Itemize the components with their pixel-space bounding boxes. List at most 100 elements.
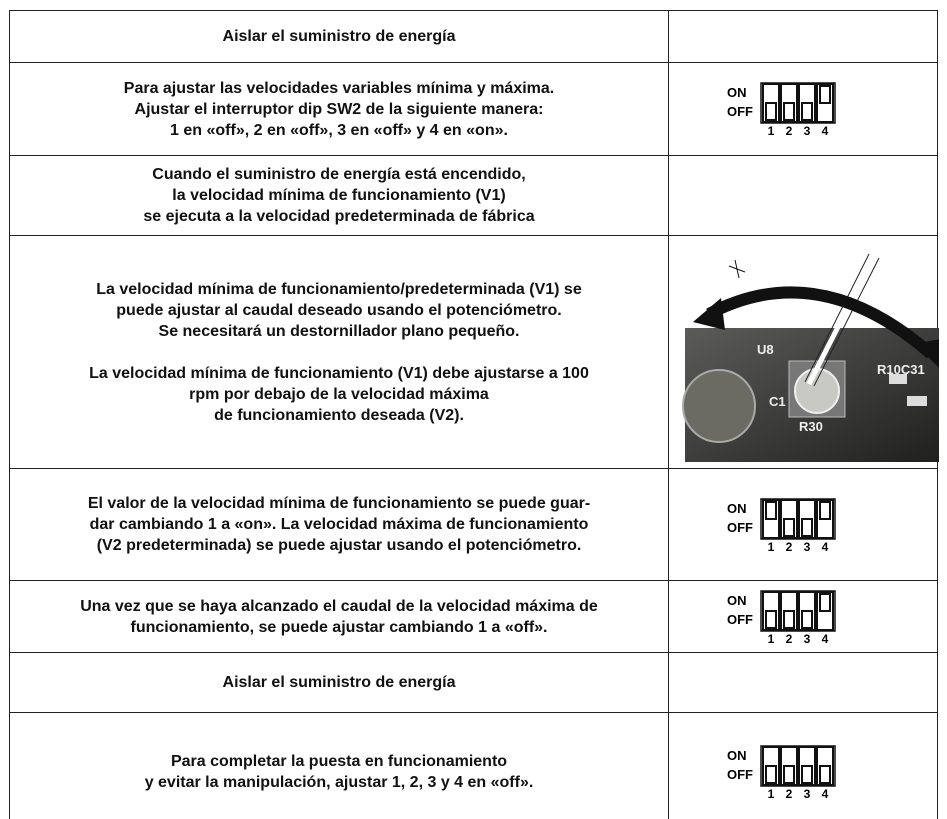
dip-switch: ON OFF 1 2 3 4 <box>727 744 836 801</box>
instruction-line: Se necesitará un destornillador plano pe… <box>158 322 520 340</box>
switch-knob <box>819 764 831 784</box>
arrow-head <box>915 339 939 368</box>
dip-switch: ON OFF 1 2 3 4 <box>727 589 836 646</box>
table-row: El valor de la velocidad mínima de funci… <box>9 468 938 580</box>
rotation-arrow <box>706 286 935 359</box>
switch-knob <box>819 500 831 520</box>
switch-knob <box>801 102 813 121</box>
switch-number: 4 <box>822 540 829 554</box>
figure-cell <box>669 11 937 62</box>
instruction-line: de funcionamiento deseada (V2). <box>214 406 464 424</box>
switch-knob <box>801 764 813 784</box>
instruction-line: El valor de la velocidad mínima de funci… <box>87 495 591 512</box>
on-label: ON <box>727 85 747 100</box>
off-label: OFF <box>727 612 753 627</box>
switch-knob <box>783 517 795 537</box>
switch-knob <box>765 500 777 520</box>
potentiometer-dial <box>794 368 840 414</box>
instruction-line: 1 en «off», 2 en «off», 3 en «off» y 4 e… <box>170 121 508 139</box>
figure-cell: ON OFF 1 2 3 4 <box>669 713 937 819</box>
switch-knob <box>801 517 813 537</box>
switch-number: 4 <box>822 632 829 646</box>
switch-number: 2 <box>786 540 793 554</box>
table-row: Aislar el suministro de energía <box>9 10 938 62</box>
figure-cell: ON OFF 1 2 3 4 <box>669 469 937 580</box>
instruction-line: La velocidad mínima de funcionamiento (V… <box>89 364 589 382</box>
instruction-line: Ajustar el interruptor dip SW2 de la sig… <box>134 100 544 118</box>
capacitor <box>682 369 756 443</box>
instruction-line: (V2 predeterminada) se puede ajustar usa… <box>96 537 582 554</box>
screwdriver-edge <box>813 257 880 387</box>
figure-cell: ON OFF 1 2 3 4 <box>669 63 937 155</box>
screwdriver-edge <box>804 253 870 383</box>
switch-knob <box>819 592 831 612</box>
figure-cell: ON OFF 1 2 3 4 <box>669 581 937 652</box>
table-row: La velocidad mínima de funcionamiento/pr… <box>9 235 939 468</box>
switch-number: 3 <box>804 787 811 801</box>
instruction-line: y evitar la manipulación, ajustar 1, 2, … <box>144 773 534 791</box>
switch-number: 1 <box>768 540 775 554</box>
resistor <box>907 396 927 406</box>
switch-number: 1 <box>768 632 775 646</box>
switch-knob <box>783 102 795 121</box>
on-label: ON <box>727 593 747 608</box>
off-label: OFF <box>727 767 753 782</box>
table-row: Aislar el suministro de energía <box>9 652 938 712</box>
board-label: R30 <box>799 419 823 434</box>
switch-number: 2 <box>786 787 793 801</box>
on-label: ON <box>727 748 747 763</box>
resistor <box>889 374 907 384</box>
switch-number: 4 <box>822 787 829 801</box>
board-label: U8 <box>757 342 774 357</box>
switch-number: 4 <box>822 124 829 138</box>
instruction-line: la velocidad mínima de funcionamiento (V… <box>172 187 506 204</box>
instruction-cell: El valor de la velocidad mínima de funci… <box>10 469 669 580</box>
instruction-line: Aislar el suministro de energía <box>222 28 456 45</box>
switch-number: 2 <box>786 632 793 646</box>
switch-number: 1 <box>768 124 775 138</box>
switch-knob <box>783 764 795 784</box>
switch-number: 1 <box>768 787 775 801</box>
off-label: OFF <box>727 104 753 119</box>
switch-knob <box>765 764 777 784</box>
instruction-line: Para completar la puesta en funcionamien… <box>170 752 508 770</box>
instruction-cell: La velocidad mínima de funcionamiento/pr… <box>10 236 669 468</box>
off-label: OFF <box>727 520 753 535</box>
arrow-head <box>693 298 725 330</box>
switch-knob <box>783 609 795 629</box>
instruction-line: Para ajustar las velocidades variables m… <box>123 79 555 97</box>
instruction-line: rpm por debajo de la velocidad máxima <box>189 385 489 403</box>
instruction-cell: Aislar el suministro de energía <box>10 653 669 712</box>
instruction-line: se ejecuta a la velocidad predeterminada… <box>143 208 535 225</box>
switch-number: 2 <box>786 124 793 138</box>
switch-knob <box>819 85 831 104</box>
switch-number: 3 <box>804 540 811 554</box>
potentiometer-photo: U8 R30 C1 R10C31 <box>682 253 939 462</box>
board-label: C1 <box>769 394 786 409</box>
dip-switch: ON OFF 1 2 3 4 <box>727 497 836 554</box>
instruction-line: dar cambiando 1 a «on». La velocidad máx… <box>89 516 589 533</box>
instruction-cell: Cuando el suministro de energía está enc… <box>10 156 669 235</box>
table-row: Cuando el suministro de energía está enc… <box>9 155 938 235</box>
switch-knob <box>801 609 813 629</box>
instruction-line: Una vez que se haya alcanzado el caudal … <box>80 597 598 615</box>
switch-knob <box>765 102 777 121</box>
figure-cell <box>669 156 937 235</box>
instruction-line: Cuando el suministro de energía está enc… <box>152 166 526 183</box>
instruction-cell: Para completar la puesta en funcionamien… <box>10 713 669 819</box>
table-row: Para completar la puesta en funcionamien… <box>9 712 938 819</box>
instruction-line: puede ajustar al caudal deseado usando e… <box>116 301 562 319</box>
screwdriver <box>806 254 877 386</box>
table-row: Una vez que se haya alcanzado el caudal … <box>9 580 938 652</box>
switch-knob <box>765 609 777 629</box>
instruction-line: La velocidad mínima de funcionamiento/pr… <box>96 280 582 298</box>
figure-cell <box>669 653 937 712</box>
on-label: ON <box>727 501 747 516</box>
figure-cell: U8 R30 C1 R10C31 <box>669 236 939 468</box>
table-row: Para ajustar las velocidades variables m… <box>9 62 938 155</box>
dip-switch: ON OFF 1 2 3 4 <box>727 82 836 138</box>
instruction-line: funcionamiento, se puede ajustar cambian… <box>130 618 548 636</box>
switch-number: 3 <box>804 632 811 646</box>
